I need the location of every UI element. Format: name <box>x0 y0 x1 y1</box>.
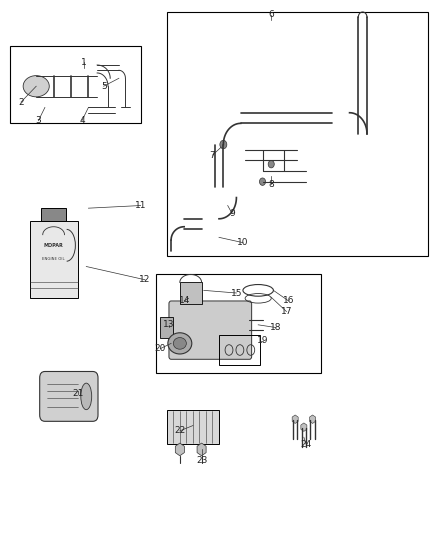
Text: MOPAR: MOPAR <box>44 243 64 248</box>
Bar <box>156 274 321 373</box>
Text: 2: 2 <box>18 98 24 107</box>
FancyBboxPatch shape <box>169 301 252 359</box>
Bar <box>10 46 141 123</box>
Text: 23: 23 <box>196 456 207 465</box>
Circle shape <box>268 160 274 168</box>
Bar <box>219 335 260 365</box>
Ellipse shape <box>173 337 186 349</box>
Bar <box>180 282 201 304</box>
Text: 1: 1 <box>81 58 87 67</box>
Bar <box>167 12 428 256</box>
Text: 16: 16 <box>283 296 294 305</box>
Text: 8: 8 <box>268 180 274 189</box>
Text: 7: 7 <box>210 151 215 160</box>
Text: 15: 15 <box>231 288 242 297</box>
Text: 13: 13 <box>163 320 175 329</box>
Bar <box>30 221 78 298</box>
Text: 6: 6 <box>268 10 274 19</box>
Text: 5: 5 <box>101 82 106 91</box>
Text: 21: 21 <box>72 389 83 398</box>
Bar <box>167 410 219 444</box>
Text: 12: 12 <box>139 275 151 284</box>
FancyBboxPatch shape <box>40 372 98 421</box>
Ellipse shape <box>168 333 192 354</box>
Text: 11: 11 <box>135 201 146 210</box>
Text: 4: 4 <box>79 116 85 125</box>
Circle shape <box>259 178 265 185</box>
Ellipse shape <box>23 76 49 97</box>
Text: 18: 18 <box>270 323 281 332</box>
Text: ENGINE OIL: ENGINE OIL <box>42 256 65 261</box>
Text: 14: 14 <box>179 296 190 305</box>
Text: 10: 10 <box>237 238 249 247</box>
Bar <box>160 317 173 338</box>
Circle shape <box>220 140 227 149</box>
Text: 22: 22 <box>174 426 185 435</box>
Text: 3: 3 <box>35 116 41 125</box>
Ellipse shape <box>81 383 92 410</box>
Text: 9: 9 <box>229 209 235 218</box>
Text: 19: 19 <box>257 336 268 345</box>
Bar <box>42 208 66 221</box>
Text: 24: 24 <box>300 440 312 449</box>
Text: 20: 20 <box>155 344 166 353</box>
Text: 17: 17 <box>281 307 292 316</box>
